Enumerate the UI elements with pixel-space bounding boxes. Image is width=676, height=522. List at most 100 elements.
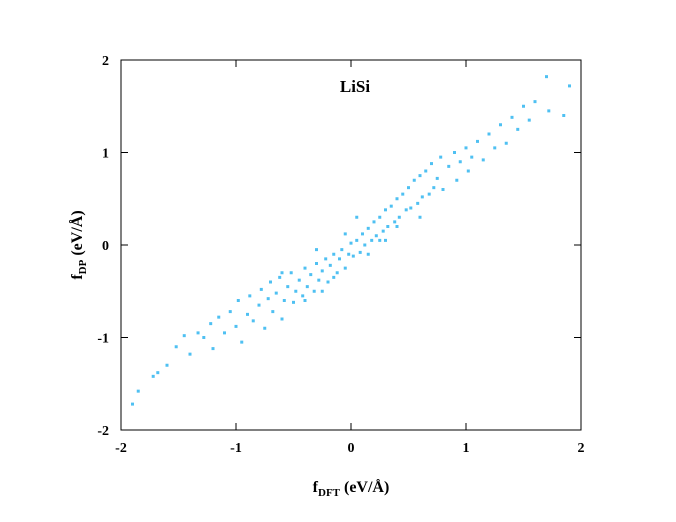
point xyxy=(248,294,252,298)
point xyxy=(466,169,470,173)
point xyxy=(568,84,571,88)
point xyxy=(439,155,443,159)
y-tick-label: 2 xyxy=(102,54,109,69)
point xyxy=(562,114,566,117)
point xyxy=(297,278,301,282)
point xyxy=(384,208,387,212)
point xyxy=(458,160,462,164)
point xyxy=(286,285,290,289)
point xyxy=(165,363,169,367)
point xyxy=(407,186,410,190)
point xyxy=(269,280,272,284)
point xyxy=(416,201,420,205)
point xyxy=(386,225,390,228)
point xyxy=(196,331,200,335)
y-tick-label: 0 xyxy=(102,239,109,254)
point xyxy=(324,257,328,261)
point xyxy=(481,158,485,162)
point xyxy=(464,146,468,150)
point xyxy=(424,169,428,173)
point xyxy=(504,141,508,145)
point xyxy=(397,215,401,219)
point xyxy=(292,300,295,304)
point xyxy=(289,271,293,275)
point xyxy=(366,252,370,256)
point xyxy=(320,269,324,273)
point xyxy=(280,317,284,321)
x-label-sub: DFT xyxy=(318,487,341,499)
point xyxy=(372,220,376,224)
point xyxy=(389,204,393,208)
point xyxy=(151,374,155,378)
point xyxy=(340,248,344,252)
point xyxy=(516,127,520,131)
point xyxy=(309,273,313,277)
point xyxy=(418,174,422,178)
point xyxy=(312,289,316,293)
point xyxy=(280,271,284,275)
point xyxy=(370,238,374,242)
point xyxy=(510,115,514,119)
point xyxy=(351,254,355,258)
point xyxy=(355,215,359,219)
point xyxy=(487,132,491,136)
point xyxy=(447,164,451,168)
point xyxy=(378,215,382,219)
point xyxy=(499,123,502,127)
point xyxy=(335,271,339,275)
x-tick-label: -2 xyxy=(115,441,127,456)
y-label-main: f xyxy=(69,274,86,280)
point xyxy=(378,238,382,242)
point xyxy=(527,118,531,122)
x-label-main: f xyxy=(313,479,319,496)
point xyxy=(328,263,332,267)
point xyxy=(420,195,424,199)
point xyxy=(251,319,255,323)
point xyxy=(136,389,140,393)
point xyxy=(315,248,318,252)
x-tick-label: 0 xyxy=(348,441,355,456)
point xyxy=(278,275,282,279)
y-tick-label: -1 xyxy=(97,332,109,347)
point xyxy=(432,186,436,190)
point xyxy=(266,297,270,301)
point xyxy=(343,266,347,270)
point xyxy=(366,226,370,230)
point xyxy=(361,232,364,236)
point xyxy=(418,215,422,219)
point xyxy=(301,294,305,298)
point xyxy=(274,291,278,295)
point xyxy=(427,192,431,196)
point xyxy=(282,299,286,302)
point xyxy=(303,266,307,270)
point xyxy=(547,109,551,113)
point xyxy=(202,336,206,339)
x-tick-label: 2 xyxy=(578,441,585,456)
point xyxy=(236,299,240,302)
point xyxy=(246,312,249,316)
point xyxy=(404,208,408,212)
point xyxy=(374,234,378,238)
point xyxy=(533,100,537,104)
point xyxy=(358,250,362,254)
point xyxy=(347,252,351,256)
point xyxy=(384,238,387,242)
y-tick-label: 1 xyxy=(102,147,109,162)
point xyxy=(156,371,160,375)
point xyxy=(332,275,336,279)
plot-frame xyxy=(120,59,582,431)
point xyxy=(441,188,445,191)
point xyxy=(455,178,459,182)
y-label-unit: (eV/Å) xyxy=(68,210,86,255)
x-axis-label: fDFT (eV/Å) xyxy=(313,478,390,499)
point xyxy=(363,243,367,247)
point xyxy=(338,257,341,261)
point xyxy=(317,278,321,282)
point xyxy=(223,331,226,335)
point xyxy=(305,285,309,289)
point xyxy=(211,347,215,351)
y-axis-label: fDP (eV/Å) xyxy=(68,210,89,279)
point xyxy=(259,287,263,291)
point xyxy=(209,322,213,326)
